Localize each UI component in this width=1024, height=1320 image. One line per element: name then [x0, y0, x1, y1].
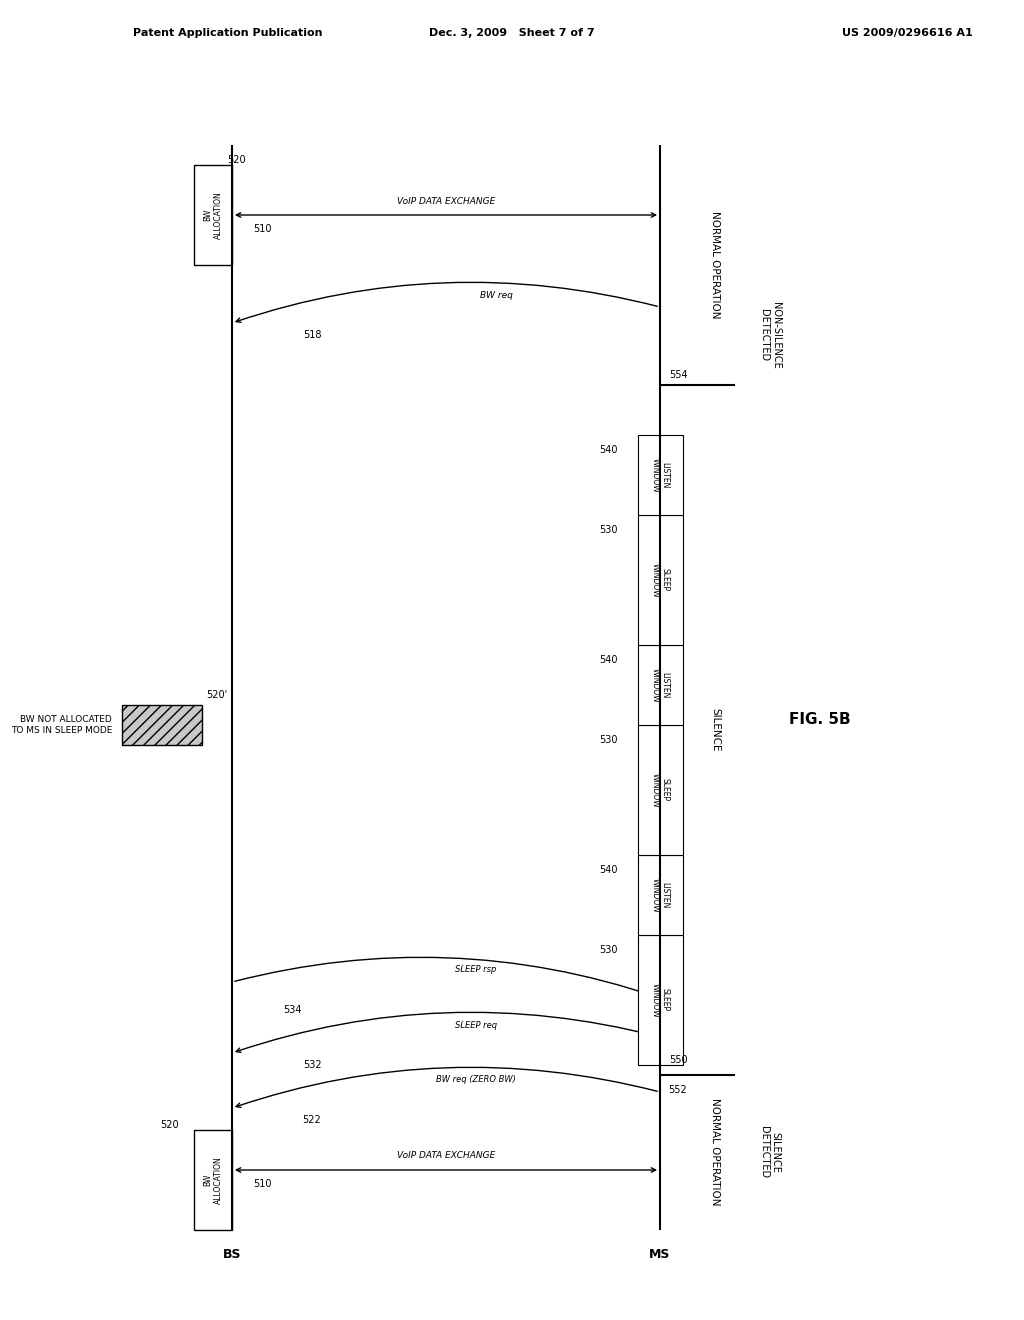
Text: 520': 520'	[207, 690, 227, 700]
Text: SILENCE
DETECTED: SILENCE DETECTED	[759, 1126, 780, 1177]
Text: NORMAL OPERATION: NORMAL OPERATION	[710, 211, 720, 318]
Text: Patent Application Publication: Patent Application Publication	[133, 28, 323, 38]
Text: 510: 510	[253, 1179, 271, 1189]
Text: SLEEP rsp: SLEEP rsp	[456, 965, 497, 974]
Text: 534: 534	[283, 1005, 301, 1015]
FancyArrowPatch shape	[234, 957, 656, 998]
Text: MS: MS	[649, 1249, 671, 1262]
Bar	[638, 515, 683, 645]
Text: 540: 540	[599, 655, 617, 665]
Text: LISTEN
WINDOW: LISTEN WINDOW	[650, 878, 670, 912]
Bar	[194, 1130, 232, 1230]
Text: VoIP DATA EXCHANGE: VoIP DATA EXCHANGE	[397, 197, 496, 206]
Text: 522: 522	[303, 1115, 322, 1125]
Text: 518: 518	[303, 330, 322, 341]
Text: 554: 554	[669, 370, 687, 380]
FancyArrowPatch shape	[237, 282, 657, 322]
Text: 540: 540	[599, 865, 617, 875]
Bar	[122, 705, 202, 744]
Text: BW
ALLOCATION: BW ALLOCATION	[204, 191, 222, 239]
Text: FIG. 5B: FIG. 5B	[790, 713, 851, 727]
Text: BW NOT ALLOCATED
TO MS IN SLEEP MODE: BW NOT ALLOCATED TO MS IN SLEEP MODE	[10, 715, 112, 735]
Text: SILENCE: SILENCE	[710, 709, 720, 752]
Bar	[638, 725, 683, 855]
Bar	[638, 855, 683, 935]
Text: VoIP DATA EXCHANGE: VoIP DATA EXCHANGE	[397, 1151, 496, 1160]
Text: 530: 530	[599, 525, 617, 535]
Text: 520: 520	[161, 1119, 179, 1130]
Text: 550: 550	[669, 1055, 687, 1065]
Text: SLEEP
WINDOW: SLEEP WINDOW	[650, 982, 670, 1018]
Text: BS: BS	[223, 1249, 242, 1262]
Text: NORMAL OPERATION: NORMAL OPERATION	[710, 1098, 720, 1205]
FancyArrowPatch shape	[237, 1068, 657, 1107]
Bar	[194, 165, 232, 265]
Text: US 2009/0296616 A1: US 2009/0296616 A1	[842, 28, 973, 38]
Bar	[638, 935, 683, 1065]
Text: 520: 520	[227, 154, 247, 165]
Text: 552: 552	[669, 1085, 687, 1096]
Bar	[638, 645, 683, 725]
Text: 530: 530	[599, 735, 617, 744]
Text: 540: 540	[599, 445, 617, 455]
Text: NON-SILENCE
DETECTED: NON-SILENCE DETECTED	[759, 302, 780, 368]
Text: LISTEN
WINDOW: LISTEN WINDOW	[650, 668, 670, 702]
Text: 510: 510	[253, 224, 271, 234]
Text: SLEEP
WINDOW: SLEEP WINDOW	[650, 562, 670, 598]
Text: BW req: BW req	[479, 290, 512, 300]
Text: BW
ALLOCATION: BW ALLOCATION	[204, 1156, 222, 1204]
Text: LISTEN
WINDOW: LISTEN WINDOW	[650, 458, 670, 492]
Text: SLEEP req: SLEEP req	[455, 1020, 497, 1030]
Text: 532: 532	[303, 1060, 322, 1071]
Text: SLEEP
WINDOW: SLEEP WINDOW	[650, 772, 670, 808]
FancyArrowPatch shape	[237, 1012, 657, 1052]
Text: BW req (ZERO BW): BW req (ZERO BW)	[436, 1076, 516, 1085]
Bar	[638, 436, 683, 515]
Text: Dec. 3, 2009   Sheet 7 of 7: Dec. 3, 2009 Sheet 7 of 7	[429, 28, 595, 38]
Text: 530: 530	[599, 945, 617, 954]
